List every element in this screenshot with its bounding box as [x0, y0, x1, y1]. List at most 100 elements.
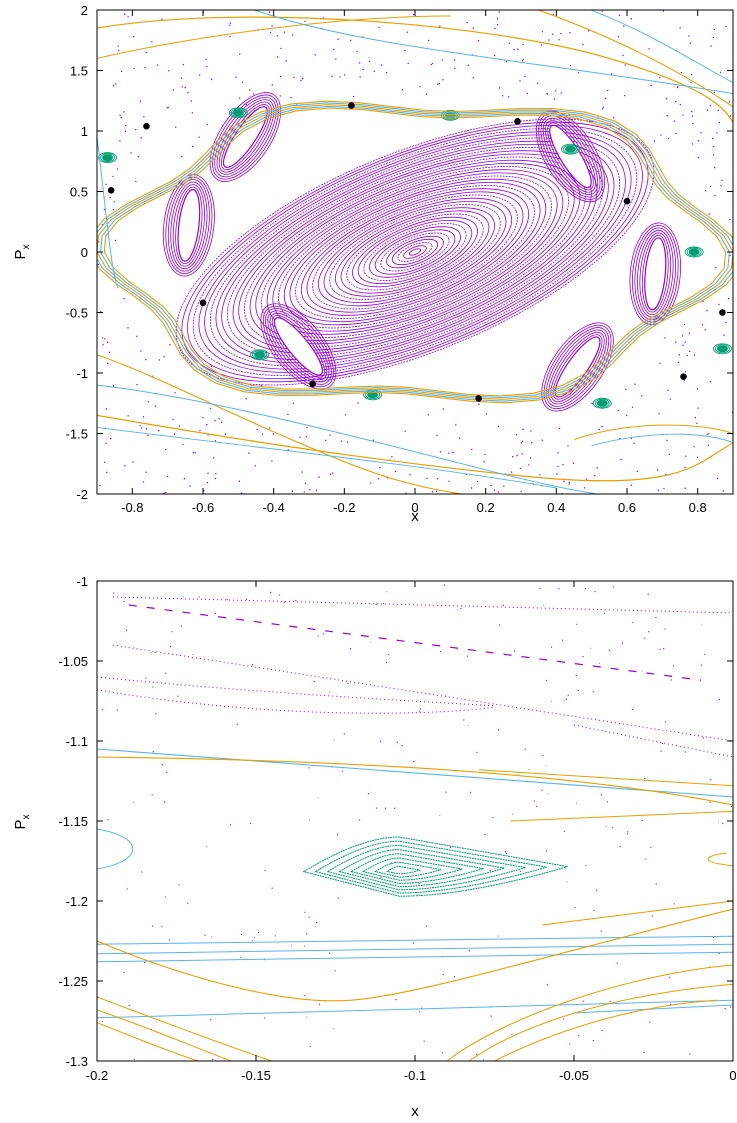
chaotic-point	[105, 442, 107, 445]
chaotic-point	[229, 24, 231, 26]
chaotic-point	[661, 742, 663, 745]
central-orbit	[232, 150, 598, 354]
green-orbit	[98, 152, 118, 164]
chaotic-point	[419, 1011, 421, 1013]
chaotic-point	[516, 454, 518, 457]
chaotic-point	[349, 648, 352, 650]
chaotic-point	[536, 82, 539, 85]
chaotic-point	[592, 691, 594, 693]
chaotic-point	[344, 74, 346, 76]
chaotic-point	[708, 433, 710, 435]
chaotic-point	[166, 475, 169, 478]
chaotic-point	[594, 591, 596, 593]
island-orbit	[547, 122, 594, 191]
chaotic-point	[489, 869, 491, 872]
chaotic-point	[280, 47, 282, 50]
chaotic-point	[205, 58, 207, 61]
chaotic-point	[387, 653, 389, 656]
bottom-ytick-label: -1.15	[58, 814, 88, 829]
chaotic-point	[181, 155, 183, 158]
chaotic-point	[168, 70, 170, 72]
top-ytick-label: -1.5	[66, 427, 88, 442]
chaotic-point	[194, 452, 196, 454]
top-ytick-label: -0.5	[66, 306, 88, 321]
island-orbit	[165, 176, 213, 275]
chaotic-point	[607, 89, 609, 92]
chaotic-point	[609, 1000, 611, 1003]
chaotic-point	[484, 453, 486, 456]
chaotic-point	[229, 22, 232, 24]
chaotic-point	[240, 492, 243, 494]
chaotic-point	[668, 453, 671, 456]
chaotic-point	[125, 629, 128, 631]
chaotic-point	[206, 65, 208, 68]
chaotic-point	[151, 41, 153, 43]
chaotic-point	[329, 473, 332, 475]
chaotic-point	[175, 126, 177, 128]
chaotic-point	[546, 984, 548, 986]
chaotic-point	[430, 63, 432, 66]
chaotic-point	[269, 427, 271, 429]
chaotic-point	[309, 1045, 311, 1047]
chaotic-point	[210, 1019, 212, 1021]
chaotic-point	[689, 42, 692, 45]
bottom-ytick-label: -1.05	[58, 654, 88, 669]
chaotic-point	[226, 599, 228, 601]
chaotic-point	[334, 970, 336, 972]
chaotic-point	[299, 436, 301, 438]
chaotic-point	[683, 323, 686, 326]
chaotic-point	[412, 13, 415, 16]
chaotic-point	[722, 822, 724, 824]
stable-manifold	[97, 908, 733, 1002]
chaotic-point	[595, 889, 598, 891]
chaotic-point	[688, 35, 690, 37]
chaotic-point	[440, 650, 442, 653]
hyperbolic-point	[143, 122, 150, 130]
chaotic-point	[358, 62, 361, 64]
chaotic-point	[313, 680, 315, 683]
chaotic-point	[572, 462, 575, 464]
unstable-manifold	[589, 10, 733, 84]
chaotic-point	[546, 93, 549, 95]
stable-manifold	[97, 414, 733, 482]
chaotic-point	[493, 54, 496, 57]
chaotic-point	[395, 999, 397, 1001]
chaotic-point	[157, 429, 160, 432]
stable-manifold	[478, 769, 733, 787]
chaotic-point	[664, 721, 666, 723]
chaotic-point	[285, 60, 287, 62]
stable-manifold	[494, 999, 718, 1061]
chaotic-point	[249, 89, 251, 91]
chaotic-point	[401, 88, 404, 91]
chaotic-point	[725, 25, 727, 28]
central-orbit	[209, 137, 621, 367]
central-orbit	[334, 207, 496, 297]
chaotic-point	[553, 98, 556, 100]
chaotic-point	[120, 70, 123, 73]
chaotic-point	[214, 440, 217, 442]
chaotic-point	[141, 871, 143, 873]
chaotic-point	[566, 881, 568, 883]
island-orbit	[541, 322, 614, 412]
central-orbit	[215, 140, 615, 364]
chaotic-point	[709, 185, 712, 188]
chaotic-point	[300, 79, 302, 82]
chaotic-point	[380, 876, 382, 878]
chaotic-point	[508, 96, 510, 98]
chaotic-point	[477, 39, 480, 42]
chaotic-point	[664, 337, 666, 339]
chaotic-point	[718, 303, 720, 306]
chaotic-point	[187, 902, 189, 904]
chaotic-point	[337, 897, 339, 899]
chaotic-point	[192, 452, 195, 454]
chaotic-point	[548, 39, 550, 41]
island-orbit	[639, 232, 672, 316]
chaotic-point	[117, 709, 119, 711]
chaotic-point	[442, 973, 444, 976]
chaotic-point	[485, 413, 488, 415]
stable-manifold	[97, 354, 465, 494]
chaotic-point	[407, 62, 409, 65]
chaotic-point	[165, 491, 167, 494]
chaotic-point	[684, 751, 686, 753]
chaotic-point	[540, 44, 542, 46]
